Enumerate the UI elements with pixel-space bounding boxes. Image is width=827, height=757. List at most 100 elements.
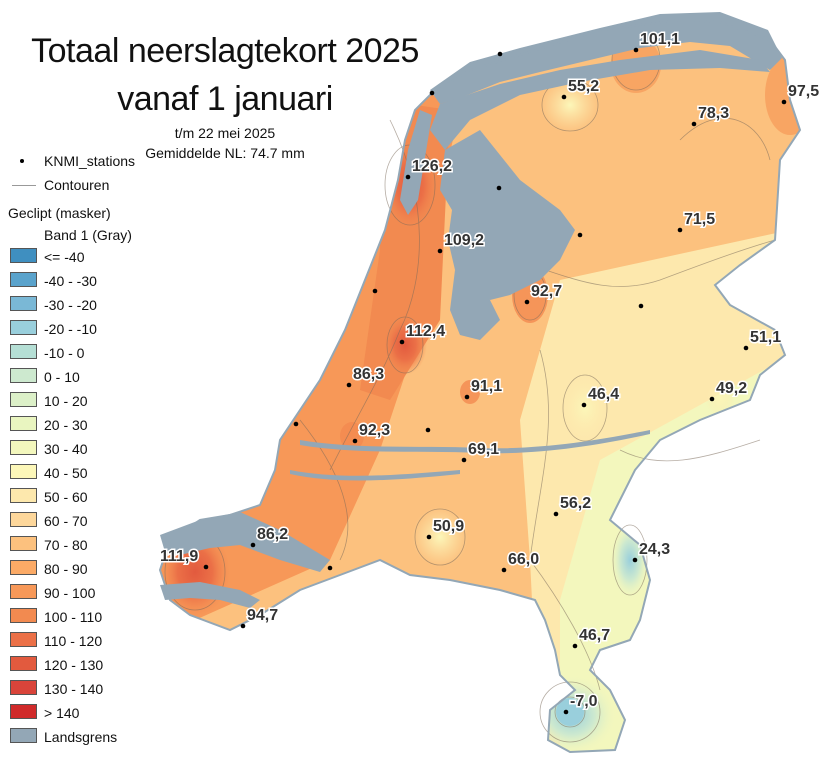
legend-swatch: [10, 368, 37, 383]
legend-class-label: -10 - 0: [44, 345, 85, 361]
station-dot: [553, 511, 559, 517]
station-dot: [327, 565, 333, 571]
legend-swatch: [10, 560, 37, 575]
station-dot: [352, 438, 358, 444]
station-dot: [524, 299, 530, 305]
station-dot: [496, 185, 502, 191]
legend-class-label: 70 - 80: [44, 537, 88, 553]
legend-swatch: [10, 344, 37, 359]
station-dot: [426, 534, 432, 540]
station-value-label: 97,5: [788, 83, 819, 100]
station-dot: [497, 51, 503, 57]
legend-class-label: 130 - 140: [44, 681, 104, 697]
station-dot: [240, 623, 246, 629]
water-border: [160, 12, 782, 608]
legend-swatch: [10, 680, 37, 695]
station-value-label: -7,0: [570, 693, 598, 710]
station-dot: [203, 564, 209, 570]
legend-swatch: [10, 416, 37, 431]
station-value-label: 109,2: [444, 232, 484, 249]
border-swatch: [10, 728, 37, 743]
legend-class-label: -30 - -20: [44, 297, 97, 313]
legend-swatch: [10, 440, 37, 455]
legend-class-label: 20 - 30: [44, 417, 88, 433]
legend-class-label: 110 - 120: [44, 633, 103, 649]
station-value-label: 71,5: [684, 211, 715, 228]
station-dot: [405, 174, 411, 180]
legend-class-label: -20 - -10: [44, 321, 97, 337]
station-value-label: 46,7: [579, 627, 610, 644]
legend-class-label: -40 - -30: [44, 273, 97, 289]
station-value-label: 69,1: [468, 441, 499, 458]
map-subtitle: vanaf 1 januari: [117, 80, 333, 118]
legend-class-label: 40 - 50: [44, 465, 88, 481]
station-value-label: 24,3: [639, 541, 670, 558]
legend-swatch: [10, 536, 37, 551]
legend-swatch: [10, 248, 37, 263]
station-dot: [691, 121, 697, 127]
legend-class-label: 0 - 10: [44, 369, 80, 385]
legend-swatch: [10, 272, 37, 287]
legend-class-label: <= -40: [44, 249, 85, 265]
station-value-label: 92,3: [359, 422, 390, 439]
station-dot: [638, 303, 644, 309]
station-dot: [781, 99, 787, 105]
legend-swatch: [10, 392, 37, 407]
station-dot: [425, 427, 431, 433]
station-value-label: 86,3: [353, 366, 384, 383]
station-value-label: 50,9: [433, 518, 464, 535]
station-dot: [429, 90, 435, 96]
station-dot: [461, 457, 467, 463]
legend-class-label: 60 - 70: [44, 513, 88, 529]
station-value-label: 101,1: [640, 31, 680, 48]
legend-swatch: [10, 656, 37, 671]
station-value-label: 91,1: [471, 378, 502, 395]
legend-class-label: 120 - 130: [44, 657, 104, 673]
station-value-label: 111,9: [160, 548, 198, 565]
station-dot: [581, 402, 587, 408]
legend-class-label: 10 - 20: [44, 393, 88, 409]
legend-swatch: [10, 632, 37, 647]
legend-swatch: [10, 512, 37, 527]
station-dot: [293, 421, 299, 427]
legend-class-label: 100 - 110: [44, 609, 103, 625]
station-dot: [399, 339, 405, 345]
station-dot: [561, 94, 567, 100]
stations-layer: 101,1 55,2 78,3 97,5 126,2 109,2 71,5 92,7 112,4…: [159, 30, 821, 715]
station-dot: [346, 382, 352, 388]
legend-swatch: [10, 296, 37, 311]
station-value-label: 112,4: [406, 323, 445, 340]
station-dot: [572, 643, 578, 649]
station-value-label: 94,7: [247, 607, 278, 624]
station-dot: [250, 542, 256, 548]
period-text: t/m 22 mei 2025: [174, 125, 276, 141]
station-value-label: 86,2: [257, 526, 288, 543]
station-dot: [464, 394, 470, 400]
station-dot-icon: [20, 159, 24, 163]
legend-swatch: [10, 584, 37, 599]
station-dot: [632, 557, 638, 563]
station-value-label: 49,2: [716, 380, 747, 397]
legend-class-label: > 140: [44, 705, 80, 721]
station-value-label: 126,2: [412, 158, 452, 175]
contour-line-icon: [12, 185, 36, 186]
station-value-label: 51,1: [750, 329, 781, 346]
average-text: Gemiddelde NL: 74.7 mm: [145, 145, 305, 161]
legend-swatch: [10, 704, 37, 719]
legend-swatch: [10, 464, 37, 479]
map-title: Totaal neerslagtekort 2025: [31, 32, 419, 70]
station-value-label: 55,2: [568, 78, 599, 95]
station-value-label: 56,2: [560, 495, 591, 512]
legend-swatch: [10, 320, 37, 335]
station-dot: [372, 288, 378, 294]
legend-swatch: [10, 488, 37, 503]
station-dot: [709, 396, 715, 402]
station-dot: [743, 345, 749, 351]
station-dot: [437, 248, 443, 254]
station-dot: [577, 232, 583, 238]
station-value-label: 92,7: [531, 283, 562, 300]
station-value-label: 66,0: [508, 551, 539, 568]
station-value-label: 46,4: [588, 386, 619, 403]
station-dot: [677, 227, 683, 233]
legend-class-label: 30 - 40: [44, 441, 88, 457]
